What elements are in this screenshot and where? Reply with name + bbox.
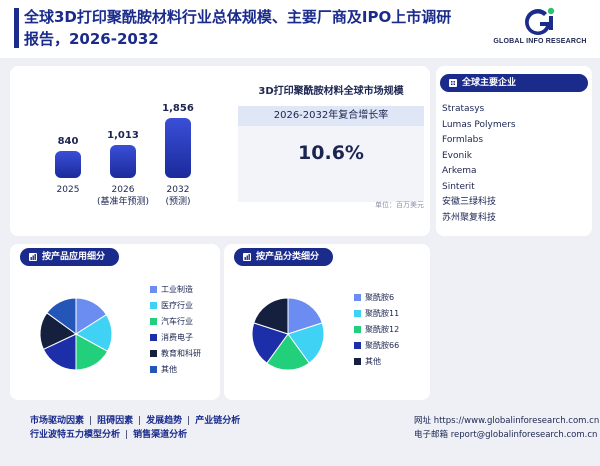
- legend-label: 聚酰胺6: [365, 293, 395, 302]
- product-type-pie-chart: [251, 297, 325, 371]
- legend-label: 其他: [161, 365, 177, 374]
- year-label: 2032: [166, 185, 190, 195]
- chart-icon: [243, 253, 251, 261]
- logo-brand-text: GLOBAL INFO RESEARCH: [493, 38, 587, 45]
- separator: |: [125, 430, 129, 440]
- heading-text: 全球主要企业: [462, 78, 517, 88]
- bar-year-2026: 2026 (基准年预测): [88, 184, 158, 208]
- year-note: (基准年预测): [96, 197, 150, 207]
- bar-2025: [55, 150, 81, 178]
- legend-swatch: [354, 326, 361, 333]
- company-item: Sinterit: [442, 181, 475, 192]
- footer-link[interactable]: 市场驱动因素: [30, 416, 85, 426]
- pie-slice-5: [253, 297, 289, 335]
- footer-link[interactable]: 行业波特五力模型分析: [30, 430, 121, 440]
- legend-label: 汽车行业: [161, 317, 193, 326]
- pie-slice-6: [46, 297, 77, 335]
- bar-2032: [165, 118, 191, 178]
- website-text[interactable]: 网址 https://www.globalinforesearch.com.cn: [414, 416, 600, 426]
- pie-slice-1: [287, 297, 323, 335]
- separator: |: [138, 416, 142, 426]
- company-item: Evonik: [442, 150, 472, 161]
- market-bar-chart: 840 1,013 1,856 2025 2026 (基准年预测) 2032 (…: [10, 66, 210, 236]
- gi-logo-icon: [525, 7, 555, 35]
- company-item: 苏州聚复科技: [442, 212, 497, 223]
- unit-note: 单位：百万美元: [375, 201, 424, 209]
- footer-links: 市场驱动因素 | 阻碍因素 | 发展趋势 | 产业链分析 行业波特五力模型分析 | 销售渠道分析: [30, 414, 350, 442]
- legend-swatch: [354, 310, 361, 317]
- legend-label: 聚酰胺11: [365, 309, 400, 318]
- header-accent-bar: [14, 8, 19, 48]
- bar-value-2025: 840: [57, 135, 79, 147]
- bar-year-2025: 2025: [33, 184, 103, 196]
- pie-slice-4: [42, 333, 77, 371]
- application-segment-card: 按产品应用细分 工业制造医疗行业汽车行业消费电子教育和科研其他: [10, 244, 220, 400]
- cagr-panel: 2026-2032年复合增长率 10.6%: [238, 106, 424, 202]
- year-label: 2026: [111, 185, 135, 195]
- application-heading: 按产品应用细分: [20, 248, 120, 266]
- legend-swatch: [150, 302, 157, 309]
- product-type-heading: 按产品分类细分: [234, 248, 334, 266]
- key-companies-heading: 全球主要企业: [440, 74, 588, 92]
- year-note: (预测): [165, 197, 191, 207]
- chart-icon: [29, 253, 37, 261]
- cagr-label: 2026-2032年复合增长率: [238, 106, 424, 126]
- market-size-title: 3D打印聚酰胺材料全球市场规模: [258, 86, 404, 97]
- legend-swatch: [150, 318, 157, 325]
- building-icon: [449, 79, 457, 87]
- legend-swatch: [150, 366, 157, 373]
- email-text[interactable]: 电子邮箱 report@globalinforesearch.com.cn: [414, 430, 598, 440]
- company-item: Lumas Polymers: [442, 119, 516, 130]
- report-header: 全球3D打印聚酰胺材料行业总体规模、主要厂商及IPO上市调研报告，2026-20…: [0, 0, 600, 58]
- key-companies-card: 全球主要企业 Stratasys Lumas Polymers Formlabs…: [436, 66, 592, 236]
- bar-year-2032: 2032 (预测): [143, 184, 213, 208]
- heading-text: 按产品应用细分: [42, 252, 106, 262]
- company-logo: GLOBAL INFO RESEARCH: [490, 6, 590, 52]
- cagr-value: 10.6%: [298, 142, 364, 164]
- separator: |: [89, 416, 93, 426]
- footer-link[interactable]: 发展趋势: [146, 416, 183, 426]
- legend-swatch: [354, 342, 361, 349]
- legend-swatch: [150, 334, 157, 341]
- market-size-card: 840 1,013 1,856 2025 2026 (基准年预测) 2032 (…: [10, 66, 430, 236]
- legend-label: 其他: [365, 357, 381, 366]
- footer-link[interactable]: 产业链分析: [195, 416, 241, 426]
- footer-link[interactable]: 阻碍因素: [97, 416, 134, 426]
- pie-slice-4: [251, 322, 289, 364]
- bar-value-2026: 1,013: [107, 130, 139, 142]
- application-pie-chart: [39, 297, 113, 371]
- legend-swatch: [354, 294, 361, 301]
- company-item: Stratasys: [442, 104, 485, 114]
- legend-swatch: [150, 286, 157, 293]
- footer-links-row-2: 行业波特五力模型分析 | 销售渠道分析: [30, 428, 350, 442]
- footer-links-row-1: 市场驱动因素 | 阻碍因素 | 发展趋势 | 产业链分析: [30, 414, 350, 428]
- company-item: 安徽三绿科技: [442, 197, 497, 207]
- company-item: Arkema: [442, 166, 477, 176]
- legend-label: 教育和科研: [161, 349, 201, 358]
- company-list: Stratasys Lumas Polymers Formlabs Evonik…: [442, 102, 588, 226]
- footer-link[interactable]: 销售渠道分析: [133, 430, 188, 440]
- bar-value-2032: 1,856: [162, 103, 194, 114]
- legend-label: 医疗行业: [161, 301, 193, 310]
- heading-text: 按产品分类细分: [256, 252, 320, 262]
- footer-contact: 网址 https://www.globalinforesearch.com.cn…: [414, 414, 600, 442]
- legend-swatch: [354, 358, 361, 365]
- separator: |: [187, 416, 191, 426]
- pie-slice-2: [287, 322, 325, 364]
- report-title: 全球3D打印聚酰胺材料行业总体规模、主要厂商及IPO上市调研报告，2026-20…: [24, 8, 452, 48]
- product-type-segment-card: 按产品分类细分 聚酰胺6 聚酰胺11 聚酰胺12 聚酰胺66 其他: [224, 244, 430, 400]
- legend-label: 消费电子: [161, 333, 193, 342]
- company-item: Formlabs: [442, 135, 484, 145]
- legend-label: 聚酰胺12: [365, 325, 400, 334]
- legend-label: 工业制造: [161, 285, 193, 294]
- year-label: 2025: [56, 185, 80, 195]
- legend-swatch: [150, 350, 157, 357]
- pie-slice-3: [266, 333, 310, 371]
- legend-label: 聚酰胺66: [365, 341, 400, 350]
- bar-2026: [110, 145, 136, 178]
